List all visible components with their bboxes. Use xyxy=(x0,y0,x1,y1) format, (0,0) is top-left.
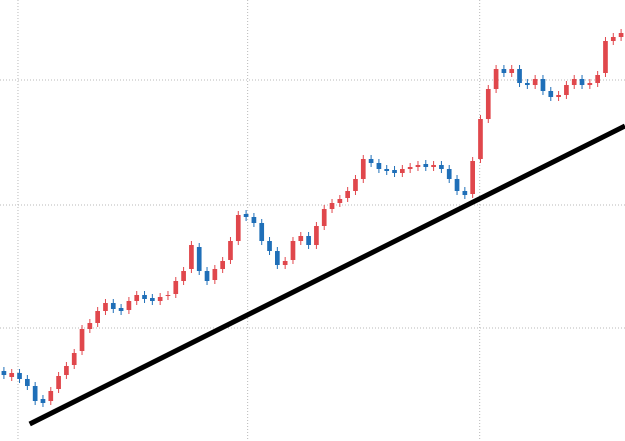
candle-body xyxy=(173,281,179,294)
candle-body xyxy=(493,69,499,89)
candle-body xyxy=(48,391,54,401)
candle-body xyxy=(189,245,194,269)
candle-body xyxy=(282,261,288,265)
candle-body xyxy=(259,223,265,241)
candle-body xyxy=(118,308,124,311)
candle-body xyxy=(251,217,257,223)
candle-body xyxy=(431,165,436,167)
candle-body xyxy=(87,323,93,329)
candle-body xyxy=(321,209,327,226)
candle-body xyxy=(220,261,225,269)
candle-body xyxy=(400,169,405,173)
candle-body xyxy=(368,159,374,163)
candle-body xyxy=(142,295,147,299)
candle-body xyxy=(407,167,413,169)
candle-body xyxy=(376,163,382,169)
candle-body xyxy=(603,41,608,73)
candle-body xyxy=(181,271,186,281)
candle-body xyxy=(392,170,397,173)
candle-body xyxy=(235,215,241,241)
candle-body xyxy=(314,226,319,245)
candle-body xyxy=(110,303,116,309)
candle-body xyxy=(212,269,218,280)
candle-body xyxy=(454,179,460,191)
candle-body xyxy=(150,298,155,301)
candle-body xyxy=(306,236,311,245)
candle-body xyxy=(509,69,515,73)
candle-body xyxy=(360,159,366,179)
candle-body xyxy=(25,379,30,386)
candle-body xyxy=(446,169,452,179)
candle-body xyxy=(345,191,350,198)
candle-body xyxy=(157,297,163,301)
candle-body xyxy=(204,271,210,281)
candle-body xyxy=(40,399,46,403)
trend-line xyxy=(28,123,625,427)
candle-body xyxy=(275,251,280,265)
candle-body xyxy=(337,199,343,203)
candle-body xyxy=(298,236,304,241)
candle-body xyxy=(329,203,335,209)
candle-body xyxy=(618,33,624,37)
candle-body xyxy=(228,241,233,260)
candle-body xyxy=(540,79,546,91)
candle-body xyxy=(501,69,507,73)
candle-body xyxy=(9,373,15,377)
candle-body xyxy=(595,75,600,83)
candle-body xyxy=(267,241,272,251)
candle-body xyxy=(579,79,585,85)
candle-body xyxy=(353,179,358,191)
candle-body xyxy=(485,89,491,119)
candle-body xyxy=(243,214,249,217)
candle-body xyxy=(126,301,132,310)
candle-body xyxy=(525,83,530,85)
candle-body xyxy=(548,91,554,97)
candle-body xyxy=(564,85,569,95)
candle-body xyxy=(17,373,22,379)
candle-body xyxy=(196,247,202,271)
candle-body xyxy=(56,376,61,389)
candle-body xyxy=(103,303,108,311)
candle-body xyxy=(587,83,593,85)
candle-body xyxy=(134,295,140,301)
candle-body xyxy=(64,366,69,375)
candle-body xyxy=(71,353,77,365)
candle-body xyxy=(423,164,429,167)
candle-body xyxy=(478,119,483,159)
candle-body xyxy=(439,165,444,169)
candle-body xyxy=(95,311,100,323)
candle-body xyxy=(32,386,38,401)
candle-body xyxy=(610,37,616,41)
candle-body xyxy=(1,371,7,375)
candle-body xyxy=(517,69,522,83)
candle-body xyxy=(532,79,538,85)
candle-body xyxy=(470,161,475,194)
candle-body xyxy=(462,191,468,195)
candle-body xyxy=(384,169,390,171)
candle-body xyxy=(571,79,577,85)
candle-body xyxy=(165,295,171,296)
candle-body xyxy=(415,165,421,167)
candle-body xyxy=(79,329,85,351)
candle-body xyxy=(290,241,296,260)
candle-body xyxy=(556,95,561,97)
